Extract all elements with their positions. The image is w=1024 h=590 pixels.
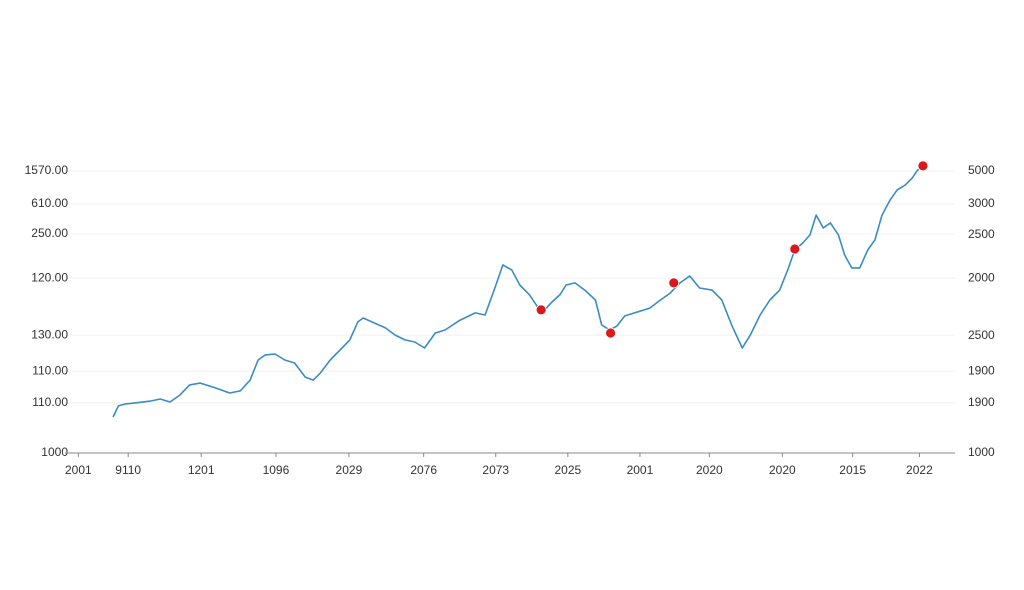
y-tick-label: 250.00 <box>31 226 68 240</box>
line <box>112 165 925 418</box>
y2-tick-label: 2000 <box>968 270 995 284</box>
x-tick-label: 2001 <box>65 463 92 477</box>
marker <box>605 327 616 339</box>
x-tick-label: 2025 <box>554 463 581 477</box>
y2-tick-label: 2500 <box>968 328 995 342</box>
marker <box>917 160 929 172</box>
x-tick-label: 2015 <box>839 463 866 477</box>
x-tick-label: 2029 <box>336 463 363 477</box>
x-tick-label: 2022 <box>906 463 933 477</box>
x-tick-label: 9110 <box>115 463 141 477</box>
y-tick-label: 120.00 <box>31 270 68 284</box>
marker <box>668 277 680 289</box>
y-tick-label: 1000 <box>41 445 68 459</box>
y-tick-label: 610.00 <box>31 196 68 210</box>
x-tick-label: 2073 <box>482 463 509 477</box>
y-tick-label: 1570.00 <box>25 163 69 177</box>
y-tick-label: 110.00 <box>32 395 68 409</box>
y2-tick-label: 3000 <box>968 196 995 210</box>
y-tick-label: 110.00 <box>32 363 68 377</box>
marker <box>789 243 801 255</box>
y2-tick-label: 2500 <box>968 227 995 241</box>
x-tick-label: 2076 <box>410 463 437 477</box>
x-tick-label: 2020 <box>696 463 723 477</box>
x-tick-label: 1201 <box>188 463 215 477</box>
x-tick-label: 1096 <box>263 463 290 477</box>
y2-tick-label: 1900 <box>968 363 995 377</box>
y2-tick-label: 5000 <box>968 163 995 177</box>
x-tick-label: 2020 <box>769 463 796 477</box>
marker <box>535 304 547 316</box>
x-tick-label: 2001 <box>627 463 654 477</box>
y-tick-label: 130.00 <box>31 327 68 341</box>
y2-tick-label: 1900 <box>968 395 995 409</box>
y2-tick-label: 1000 <box>968 445 995 459</box>
